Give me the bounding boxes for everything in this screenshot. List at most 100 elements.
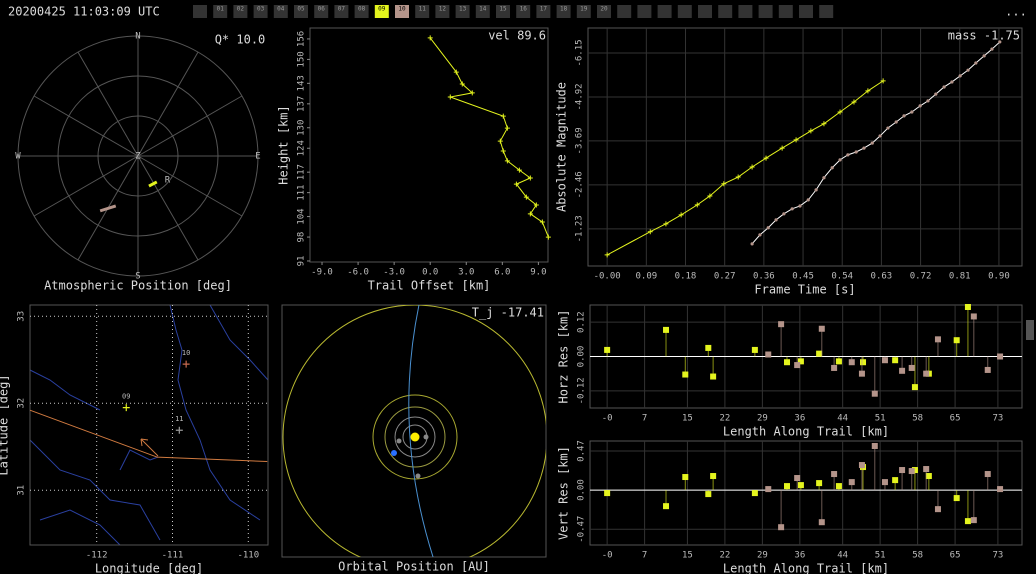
- station-box[interactable]: [576, 5, 591, 18]
- residual-point: [908, 468, 915, 475]
- y-tick-label: 0.00: [577, 346, 587, 368]
- station-label: 20: [600, 6, 608, 13]
- residual-point: [831, 364, 838, 371]
- residual-point: [899, 467, 906, 474]
- station-box[interactable]: [435, 5, 450, 18]
- station-label: 11: [175, 415, 183, 423]
- station-box[interactable]: [536, 5, 551, 18]
- point: [950, 80, 954, 84]
- station-box[interactable]: [778, 5, 793, 18]
- station-label: 09: [122, 393, 130, 401]
- residual-point: [970, 517, 977, 524]
- point: [910, 110, 914, 114]
- x-tick-label: -111: [162, 551, 184, 561]
- station-label: 05: [297, 6, 305, 13]
- residual-point: [997, 353, 1004, 360]
- station-box[interactable]: [819, 5, 834, 18]
- point: [513, 181, 519, 187]
- station-box[interactable]: [374, 5, 389, 18]
- point: [880, 78, 886, 84]
- panel-frame: [309, 27, 549, 263]
- y-tick-label: 0.00: [577, 479, 587, 501]
- station-box[interactable]: [314, 5, 329, 18]
- point: [782, 212, 786, 216]
- panel-frame: [589, 440, 1023, 546]
- point: [862, 146, 866, 150]
- station-marker: [122, 404, 130, 412]
- station-box[interactable]: [233, 5, 248, 18]
- point: [851, 99, 857, 105]
- map-rivers: [29, 304, 269, 546]
- river: [169, 304, 261, 521]
- station-box[interactable]: [213, 5, 228, 18]
- station-box[interactable]: [253, 5, 268, 18]
- station-box[interactable]: [395, 5, 409, 18]
- y-tick-label: -6.15: [575, 39, 585, 66]
- x-tick-label: 3.0: [458, 268, 474, 278]
- station-box[interactable]: [738, 5, 753, 18]
- residual-point: [899, 367, 906, 374]
- meteoroid-orbit: [408, 305, 434, 557]
- residual-point: [858, 370, 865, 377]
- x-tick-label: -112: [86, 551, 108, 561]
- scrollbar[interactable]: [1026, 320, 1034, 340]
- station-box[interactable]: [294, 5, 308, 18]
- residual-point: [682, 371, 689, 378]
- station-track: [99, 204, 117, 213]
- grid-spoke: [137, 155, 199, 261]
- y-tick-label: -2.46: [575, 171, 585, 198]
- station-box[interactable]: [455, 5, 470, 18]
- station-box[interactable]: [718, 5, 733, 18]
- station-box[interactable]: [193, 5, 207, 18]
- point: [830, 166, 834, 170]
- residual-point: [778, 524, 785, 531]
- station-box[interactable]: [799, 5, 813, 18]
- annotation: T_j -17.41: [472, 306, 544, 320]
- point: [838, 158, 842, 162]
- x-tick-label: 65: [950, 414, 961, 424]
- station-box[interactable]: [698, 5, 712, 18]
- station-label: 09: [378, 6, 386, 13]
- y-tick-label: -0.47: [577, 516, 587, 543]
- station-box[interactable]: [617, 5, 632, 18]
- station-box[interactable]: [496, 5, 510, 18]
- point: [878, 134, 882, 138]
- x-axis-label: Atmospheric Position [deg]: [44, 279, 232, 293]
- direction-label: E: [255, 152, 260, 162]
- residual-point: [710, 473, 717, 480]
- station-box[interactable]: [334, 5, 349, 18]
- station-track: [148, 180, 158, 188]
- point: [766, 226, 770, 230]
- direction-label: S: [135, 272, 140, 282]
- station-box[interactable]: [677, 5, 692, 18]
- point: [523, 194, 529, 200]
- station-box[interactable]: [354, 5, 369, 18]
- x-axis-label: Length Along Trail [km]: [723, 425, 889, 439]
- station-box[interactable]: [415, 5, 430, 18]
- river: [209, 304, 269, 381]
- y-tick-label: 111: [297, 185, 307, 201]
- station-box[interactable]: [556, 5, 571, 18]
- residual-point: [984, 471, 991, 478]
- station-box[interactable]: [637, 5, 652, 18]
- station-box[interactable]: [273, 5, 288, 18]
- station-marker: [182, 360, 190, 368]
- station-box[interactable]: [758, 5, 773, 18]
- residual-point: [934, 336, 941, 343]
- residual-point: [923, 370, 930, 377]
- y-tick-label: -1.23: [575, 215, 585, 242]
- point: [533, 202, 539, 208]
- orbit-ring: [282, 305, 546, 557]
- river: [119, 449, 159, 471]
- station-box[interactable]: [475, 5, 490, 18]
- x-tick-label: 58: [912, 551, 923, 561]
- station-box[interactable]: [597, 5, 611, 18]
- y-tick-label: -3.69: [575, 127, 585, 154]
- residual-point: [858, 462, 865, 469]
- station-box[interactable]: [657, 5, 672, 18]
- point: [504, 158, 510, 164]
- point: [894, 120, 898, 124]
- point: [774, 218, 778, 222]
- menu[interactable]: ...: [1005, 5, 1027, 19]
- station-box[interactable]: [516, 5, 531, 18]
